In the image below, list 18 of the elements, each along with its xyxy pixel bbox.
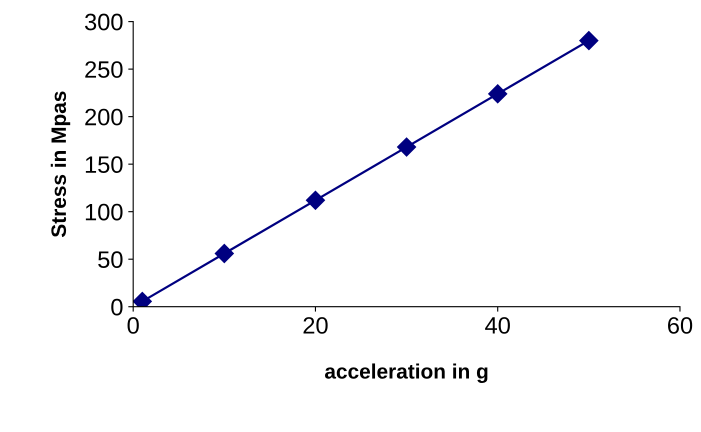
- y-tick-label: 250: [85, 61, 123, 78]
- x-tick-label: 40: [485, 317, 510, 334]
- point: [397, 138, 416, 157]
- point: [488, 84, 508, 104]
- x-tick-label: 60: [668, 317, 692, 334]
- x-tick-label: 0: [128, 317, 139, 334]
- y-tick-label: 300: [84, 14, 123, 30]
- point: [306, 190, 325, 210]
- x-tick-label: 20: [304, 317, 328, 334]
- x-axis-title: acceleration in g: [324, 363, 488, 383]
- y-tick-label: 0: [111, 298, 123, 316]
- y-tick-label: 200: [85, 108, 123, 126]
- y-axis-title: Stress in Mpas: [50, 91, 70, 238]
- y-tick-label: 50: [98, 251, 123, 268]
- point: [214, 244, 234, 264]
- y-tick-label: 150: [86, 156, 123, 173]
- point: [579, 31, 598, 50]
- y-tick-label: 100: [86, 204, 123, 220]
